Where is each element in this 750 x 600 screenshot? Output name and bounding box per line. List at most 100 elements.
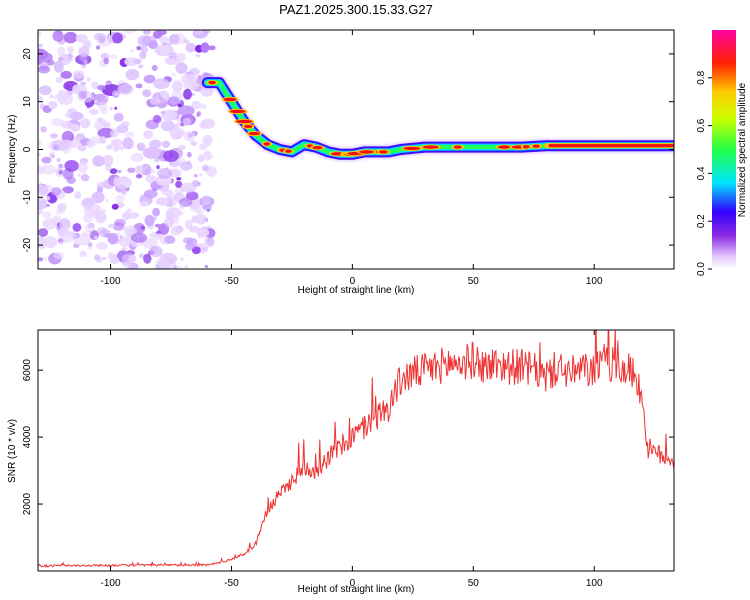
noise-speckle [112,32,123,44]
noise-speckle [176,265,183,269]
noise-speckle [204,265,208,268]
noise-speckle [107,233,119,245]
noise-speckle [38,43,43,48]
noise-speckle [62,186,74,194]
noise-speckle [111,203,119,210]
noise-speckle [172,80,183,92]
noise-speckle [157,31,163,37]
noise-speckle [130,153,144,162]
ridge-peak [263,142,271,146]
noise-speckle [136,173,143,179]
noise-speckle [60,121,73,129]
noise-speckle [197,233,203,239]
noise-speckle [143,130,154,139]
noise-speckle [182,117,192,126]
ridge-peak [403,146,421,151]
noise-speckle [164,189,174,198]
noise-speckle [39,85,52,96]
noise-speckle [89,108,99,116]
noise-speckle [40,52,53,63]
noise-speckle [170,227,181,236]
noise-speckle [94,121,103,131]
noise-speckle [177,103,182,108]
ridge-peak [522,145,530,149]
noise-speckle [70,111,84,121]
noise-speckle [179,203,185,210]
noise-speckle [202,247,208,252]
noise-speckle [200,195,212,207]
spectrogram-x-ticks: -100 -50 0 50 100 [101,30,603,287]
ridge-peak [359,150,375,154]
noise-speckle [173,265,178,269]
noise-speckle [200,118,216,129]
ridge-strong-band [548,144,674,148]
colorbar-tick-label: 0.2 [696,214,707,228]
ridge-peak [248,131,261,136]
noise-speckle [113,176,133,189]
x-tick-label: 100 [586,276,603,287]
noise-speckle [115,194,125,202]
noise-speckle [171,72,176,77]
x-tick-label: -50 [224,276,239,287]
noise-speckle [109,256,120,265]
noise-speckle [202,150,212,161]
noise-speckle [79,250,87,258]
noise-speckle [180,122,184,127]
noise-speckle [178,144,186,151]
noise-speckle [77,173,81,177]
y-tick-label: 4000 [22,426,33,449]
x-tick-label: 0 [350,276,356,287]
noise-speckle [206,237,215,247]
noise-speckle [134,165,144,174]
noise-speckle [91,211,100,219]
noise-speckle [61,130,75,143]
noise-speckle [196,113,200,117]
ridge-peaks [206,80,674,157]
y-tick-label: -20 [22,237,33,252]
noise-speckle [194,174,198,178]
noise-speckle [116,169,122,173]
noise-speckle [114,106,118,110]
colorbar: 0.0 0.2 0.4 0.6 0.8 Normalized spectral ampl… [696,30,748,276]
noise-speckle [118,146,125,150]
noise-speckle [120,188,127,195]
noise-speckle [72,223,82,232]
snr-x-ticks: -100 -50 0 50 100 [101,330,603,589]
noise-speckle [184,264,189,269]
snr-y-axis-label: SNR (10 * v/v) [7,419,18,483]
x-tick-label: 100 [586,578,603,589]
noise-speckle [109,168,118,175]
noise-speckle [78,90,88,100]
ridge-peak [453,145,462,149]
noise-speckle [114,92,119,96]
noise-speckle [171,162,178,166]
noise-speckle [48,100,58,110]
colorbar-tick-label: 0.6 [696,118,707,132]
x-tick-label: 0 [350,578,356,589]
snr-background [38,330,674,571]
noise-speckle [96,35,113,47]
noise-speckle [112,222,125,231]
noise-speckle [125,68,140,81]
noise-speckle [177,105,195,117]
noise-speckle [38,186,49,196]
colorbar-label: Normalized spectral amplitude [737,82,748,217]
colorbar-tick-label: 0.8 [696,70,707,84]
noise-speckle [108,223,115,229]
noise-speckle [97,85,106,91]
noise-speckle [38,236,48,249]
noise-speckle [44,236,58,249]
ridge-peak [497,145,511,149]
ridge-peak [243,124,253,129]
noise-speckle [183,39,190,44]
noise-speckle [145,175,157,183]
noise-speckle [46,196,51,201]
noise-speckle [168,57,180,65]
noise-speckle [67,46,74,54]
noise-speckle [184,242,196,250]
noise-speckle [100,52,110,60]
noise-speckle [138,64,144,69]
noise-speckle [179,161,193,171]
noise-speckle [116,124,129,134]
noise-speckle [143,253,152,264]
